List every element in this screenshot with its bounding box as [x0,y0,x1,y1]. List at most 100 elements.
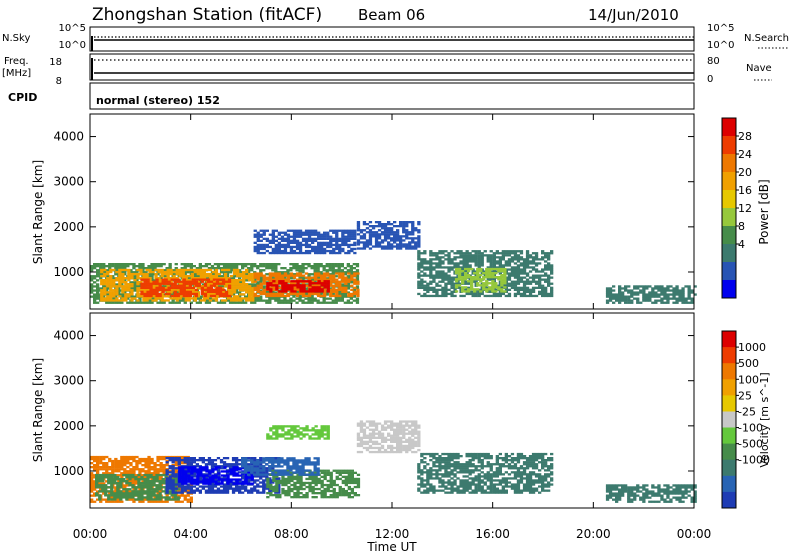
range-cell [461,286,465,289]
range-cell [513,258,518,261]
range-cell [317,290,321,293]
range-cell [232,289,237,292]
range-cell [245,287,249,290]
range-cell [183,494,187,497]
range-cell [242,274,246,278]
range-cell [265,245,269,249]
range-cell [176,294,180,298]
range-cell [479,278,483,281]
range-cell [213,263,218,266]
range-cell [125,494,129,497]
range-cell [90,275,94,278]
range-cell [444,284,448,287]
range-cell [316,263,320,266]
range-cell [411,245,415,248]
range-cell [206,288,211,291]
range-cell [307,265,311,268]
range-cell [102,285,106,288]
range-cell [374,241,379,244]
range-cell [241,263,245,266]
range-cell [137,482,141,485]
range-cell [471,260,475,263]
range-cell [630,295,634,298]
range-cell [687,295,691,298]
range-cell [256,237,260,240]
range-cell [355,269,360,272]
range-cell [307,297,311,300]
range-cell [292,273,296,276]
range-cell [189,485,193,488]
range-cell [156,470,160,473]
range-cell [167,492,171,495]
range-cell [538,262,542,265]
range-cell [476,278,480,281]
range-cell [468,264,472,267]
range-cell [259,272,263,275]
range-cell [132,283,136,286]
range-cell [131,484,135,487]
range-cell [109,274,113,278]
range-cell [489,278,493,281]
range-cell [645,299,649,302]
range-cell [491,280,495,283]
range-cell [462,294,466,298]
range-cell [150,265,154,268]
range-cell [492,292,496,296]
range-cell [220,287,225,290]
range-cell [142,274,146,278]
range-cell [329,251,333,255]
range-cell [128,484,132,487]
range-cell [135,271,139,274]
range-cell [504,284,508,287]
range-cell [651,291,655,294]
range-cell [503,280,507,283]
range-cell [98,484,102,487]
range-cell [477,252,481,255]
range-cell [544,254,548,257]
range-cell [349,281,353,284]
range-cell [681,299,685,302]
range-cell [138,476,142,479]
range-cell [238,295,242,298]
range-cell [476,267,480,271]
range-cell [253,285,257,288]
range-cell [107,480,111,483]
range-cell [96,462,100,465]
range-cell [126,472,130,475]
range-cell [457,267,462,271]
range-cell [444,286,448,289]
range-cell [522,292,527,296]
range-cell [531,276,536,279]
range-cell [175,268,179,272]
range-cell [253,294,257,298]
range-cell [205,285,210,288]
range-cell [289,247,294,251]
range-cell [118,270,122,274]
range-cell [98,480,102,483]
range-cell [107,486,111,489]
range-cell [93,265,97,268]
range-cell [289,249,294,253]
range-cell [172,270,176,274]
range-cell [326,282,330,285]
range-cell [483,294,487,298]
range-cell [420,280,424,283]
range-cell [245,270,249,274]
range-cell [169,272,173,276]
range-cell [102,263,106,266]
range-cell [349,297,353,300]
range-cell [313,265,317,268]
range-cell [173,478,177,481]
range-cell [178,297,182,300]
range-cell [156,457,160,461]
range-cell [341,229,345,232]
range-cell [201,283,205,286]
range-cell [456,252,460,255]
range-cell [156,273,160,276]
range-cell [320,280,324,283]
range-cell [128,494,132,497]
range-cell [140,482,144,485]
range-cell [206,286,211,289]
range-cell [340,265,344,268]
range-cell [239,287,243,290]
